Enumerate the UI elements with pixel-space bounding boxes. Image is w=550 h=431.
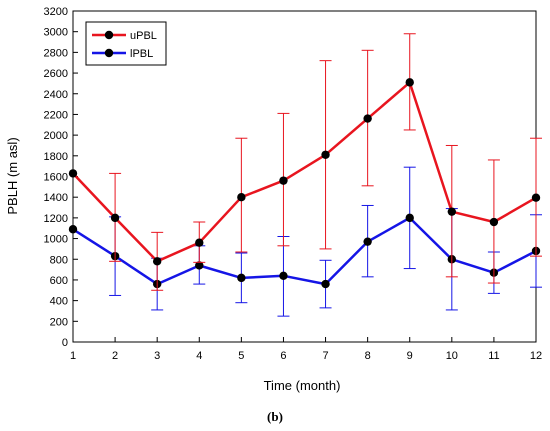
y-tick-label: 600 bbox=[50, 275, 68, 287]
data-point-lpbl bbox=[68, 225, 78, 234]
x-tick-label: 8 bbox=[365, 350, 371, 362]
data-point-upbl bbox=[531, 193, 541, 202]
x-tick-label: 6 bbox=[280, 350, 286, 362]
data-point-upbl bbox=[237, 192, 246, 202]
y-tick-label: 800 bbox=[50, 254, 68, 266]
data-point-upbl bbox=[321, 150, 330, 159]
legend-item-lpbl: lPBL bbox=[92, 48, 153, 60]
legend-item-upbl: uPBL bbox=[92, 30, 157, 42]
data-point-lpbl bbox=[363, 237, 372, 246]
y-tick-label: 2400 bbox=[44, 89, 68, 101]
y-tick-label: 2800 bbox=[44, 47, 68, 59]
data-point-upbl bbox=[447, 207, 457, 216]
series-line-upbl bbox=[72, 81, 537, 263]
data-point-lpbl bbox=[321, 279, 330, 289]
x-tick-label: 5 bbox=[238, 350, 244, 362]
y-tick-label: 2600 bbox=[44, 68, 68, 80]
data-point-upbl bbox=[152, 257, 162, 266]
legend-label-lpbl: lPBL bbox=[130, 48, 153, 60]
y-tick-label: 400 bbox=[50, 296, 68, 308]
data-point-lpbl bbox=[195, 261, 204, 270]
x-tick-label: 1 bbox=[70, 350, 76, 362]
series-line-lpbl bbox=[72, 216, 537, 286]
y-tick-label: 2200 bbox=[44, 109, 68, 121]
legend-label-upbl: uPBL bbox=[130, 30, 157, 42]
x-tick-label: 9 bbox=[407, 350, 413, 362]
y-tick-label: 200 bbox=[50, 316, 68, 328]
y-tick-label: 1200 bbox=[44, 213, 68, 225]
data-point-upbl bbox=[405, 78, 414, 87]
figure-caption: (b) bbox=[267, 409, 283, 424]
series-layer bbox=[68, 33, 542, 317]
data-point-upbl bbox=[110, 213, 120, 223]
x-tick-label: 4 bbox=[196, 350, 202, 362]
legend: uPBL lPBL bbox=[85, 21, 167, 66]
data-point-upbl bbox=[195, 238, 204, 247]
y-tick-label: 1000 bbox=[44, 234, 68, 246]
x-axis: 1 2 3 4 5 6 7 8 9 10 11 12 bbox=[70, 337, 542, 362]
y-tick-label: 3200 bbox=[44, 6, 68, 18]
series-upbl bbox=[68, 33, 542, 291]
data-point-lpbl bbox=[237, 273, 246, 283]
data-point-upbl bbox=[489, 217, 499, 227]
legend-box bbox=[85, 21, 167, 66]
y-axis-title: PBLH (m asl) bbox=[5, 137, 20, 214]
x-tick-label: 7 bbox=[322, 350, 328, 362]
y-tick-label: 1600 bbox=[44, 172, 68, 184]
y-tick-label: 3000 bbox=[44, 27, 68, 39]
x-tick-label: 3 bbox=[154, 350, 160, 362]
y-axis: 0 200 400 600 800 1000 1200 1400 1600 1800 2000 220… bbox=[44, 6, 78, 349]
y-tick-label: 1800 bbox=[44, 151, 68, 163]
data-point-upbl bbox=[363, 114, 372, 123]
data-point-lpbl bbox=[279, 271, 288, 280]
data-point-upbl bbox=[279, 176, 288, 185]
x-tick-label: 2 bbox=[112, 350, 118, 362]
x-tick-label: 10 bbox=[446, 350, 458, 362]
y-tick-label: 1400 bbox=[44, 192, 68, 204]
data-point-lpbl bbox=[405, 213, 414, 223]
data-point-upbl bbox=[68, 169, 78, 178]
legend-marker-upbl bbox=[104, 30, 114, 40]
x-axis-title: Time (month) bbox=[264, 378, 341, 393]
y-tick-label: 2000 bbox=[44, 130, 68, 142]
y-tick-label: 0 bbox=[62, 337, 68, 349]
x-tick-label: 11 bbox=[488, 350, 499, 362]
x-tick-label: 12 bbox=[530, 350, 542, 362]
legend-marker-lpbl bbox=[104, 48, 114, 58]
